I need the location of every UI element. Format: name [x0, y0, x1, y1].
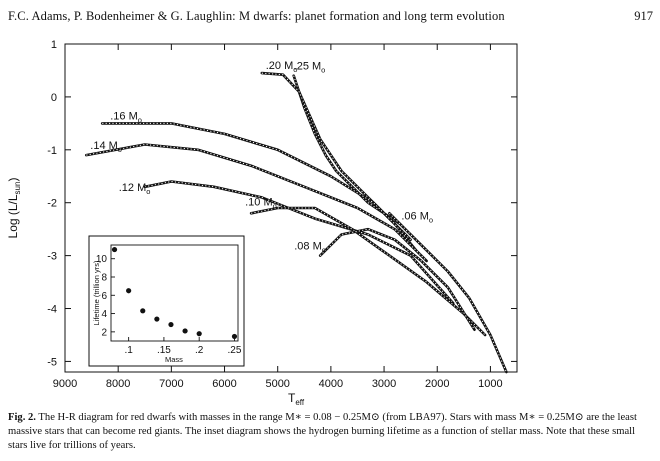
- inset-points-group: [111, 246, 238, 340]
- inset-axis-ticks: .1 .15 .2 .25 2 4 6 8 10: [96, 254, 242, 356]
- track-10-hatch: [251, 207, 486, 336]
- inset-point: [182, 328, 188, 334]
- y-axis-title: Log (L/Lsun): [6, 178, 22, 239]
- mass-label: .10 Mo: [245, 196, 277, 210]
- inset-y-tick-label: 8: [101, 273, 107, 284]
- x-axis-title: Teff: [288, 391, 305, 407]
- inset-point: [231, 333, 238, 340]
- track-10: [249, 206, 487, 337]
- x-tick-label: 7000: [159, 378, 183, 390]
- mass-label: .16 Mo: [110, 110, 142, 124]
- inset-point: [126, 288, 132, 294]
- mass-labels-group: .25 Mo.20 Mo .16 Mo .14 Mo .12 Mo .10 Mo .08 …: [90, 60, 433, 255]
- track-08-hatch: [319, 228, 475, 330]
- y-tick-label: -2: [47, 198, 57, 210]
- track-14-hatch: [86, 143, 427, 262]
- mass-label: .14 Mo: [90, 140, 122, 154]
- inset-point: [168, 321, 174, 328]
- track-25-hatch: [293, 75, 401, 225]
- page-number: 917: [634, 9, 653, 23]
- x-tick-label: 5000: [265, 378, 289, 390]
- track-25: [292, 74, 402, 226]
- inset-box: [88, 235, 245, 367]
- y-tick-label: 0: [51, 92, 57, 104]
- main-axis-ticks: 9000 8000 7000 6000 5000 4000 3000 2000 100010-1…: [47, 39, 517, 390]
- inset-x-tick-label: .2: [195, 345, 204, 356]
- figure-caption: Fig. 2. The H-R diagram for red dwarfs w…: [8, 411, 656, 454]
- track-06-hatch: [389, 212, 507, 373]
- y-tick-label: 1: [51, 39, 57, 51]
- inset-x-tick-label: .1: [124, 345, 133, 356]
- mass-label: .12 Mo: [119, 182, 151, 196]
- track-16-hatch: [102, 122, 417, 251]
- y-tick-label: -5: [47, 356, 57, 368]
- caption-text: The H-R diagram for red dwarfs with mass…: [8, 412, 637, 452]
- x-tick-label: 2000: [425, 378, 449, 390]
- x-tick-label: 6000: [212, 378, 236, 390]
- inset-y-tick-label: 6: [101, 291, 107, 302]
- running-title: F.C. Adams, P. Bodenheimer & G. Laughlin…: [8, 9, 505, 23]
- hr-diagram-figure: 9000 8000 7000 6000 5000 4000 3000 2000 1000 1 0 -1…: [0, 30, 660, 410]
- x-tick-label: 3000: [372, 378, 396, 390]
- inset-x-title: Mass: [165, 355, 183, 364]
- inset-y-title: Lifetime (trillion yrs): [92, 260, 101, 326]
- running-header: F.C. Adams, P. Bodenheimer & G. Laughlin…: [8, 9, 653, 27]
- main-plot-frame: [64, 43, 518, 373]
- track-08: [318, 227, 476, 331]
- main-series-group: [85, 71, 508, 374]
- inset-x-tick-label: .15: [157, 345, 171, 356]
- inset-point: [154, 316, 160, 322]
- inset-plot-frame: [110, 244, 239, 342]
- mass-label: .20 Mo: [266, 60, 298, 74]
- y-tick-label: -1: [47, 145, 57, 157]
- x-tick-label: 4000: [319, 378, 343, 390]
- x-tick-label: 8000: [106, 378, 130, 390]
- y-tick-label: -4: [47, 304, 57, 316]
- inset-point: [111, 246, 118, 253]
- hr-diagram-svg: 9000 8000 7000 6000 5000 4000 3000 2000 100010-1…: [6, 39, 518, 407]
- caption-label: Fig. 2.: [8, 412, 36, 423]
- x-tick-label: 9000: [53, 378, 77, 390]
- inset-x-tick-label: .25: [228, 345, 242, 356]
- inset-y-tick-label: 2: [101, 327, 107, 338]
- y-tick-label: -3: [47, 251, 57, 263]
- x-tick-label: 1000: [478, 378, 502, 390]
- mass-label: .06 Mo: [401, 210, 433, 224]
- track-12-hatch: [144, 180, 454, 304]
- inset-point: [140, 308, 146, 314]
- inset-y-tick-label: 4: [101, 309, 107, 320]
- inset-y-tick-label: 10: [96, 254, 108, 265]
- inset-point: [196, 331, 202, 337]
- mass-label: .25 Mo: [294, 61, 326, 75]
- mass-label: .08 Mo: [294, 241, 326, 255]
